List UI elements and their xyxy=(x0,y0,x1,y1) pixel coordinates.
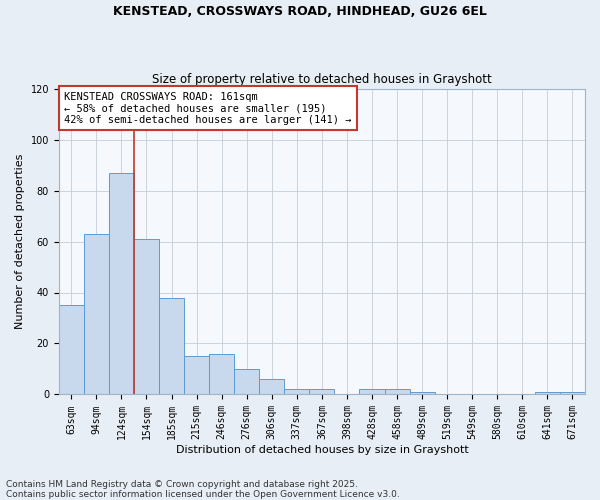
Bar xyxy=(184,356,209,395)
X-axis label: Distribution of detached houses by size in Grayshott: Distribution of detached houses by size … xyxy=(176,445,468,455)
Bar xyxy=(159,298,184,394)
Bar xyxy=(84,234,109,394)
Bar xyxy=(109,172,134,394)
Text: KENSTEAD, CROSSWAYS ROAD, HINDHEAD, GU26 6EL: KENSTEAD, CROSSWAYS ROAD, HINDHEAD, GU26… xyxy=(113,5,487,18)
Bar xyxy=(259,379,284,394)
Bar xyxy=(560,392,585,394)
Bar xyxy=(385,390,410,394)
Title: Size of property relative to detached houses in Grayshott: Size of property relative to detached ho… xyxy=(152,73,492,86)
Bar xyxy=(59,305,84,394)
Y-axis label: Number of detached properties: Number of detached properties xyxy=(15,154,25,329)
Bar xyxy=(410,392,434,394)
Text: KENSTEAD CROSSWAYS ROAD: 161sqm
← 58% of detached houses are smaller (195)
42% o: KENSTEAD CROSSWAYS ROAD: 161sqm ← 58% of… xyxy=(64,92,352,125)
Bar xyxy=(359,390,385,394)
Bar xyxy=(134,239,159,394)
Bar xyxy=(310,390,334,394)
Bar xyxy=(209,354,234,395)
Bar xyxy=(284,390,310,394)
Bar xyxy=(535,392,560,394)
Text: Contains HM Land Registry data © Crown copyright and database right 2025.
Contai: Contains HM Land Registry data © Crown c… xyxy=(6,480,400,499)
Bar xyxy=(234,369,259,394)
